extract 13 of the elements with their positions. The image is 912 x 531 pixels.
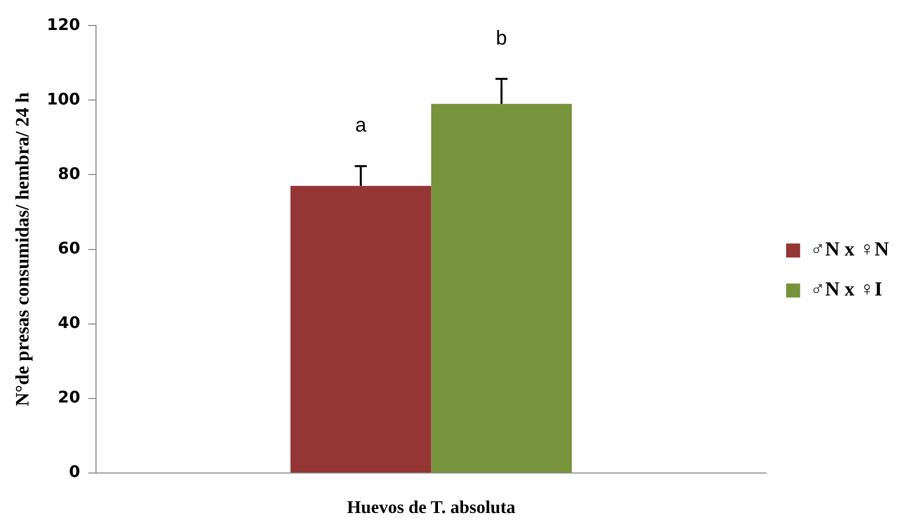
y-axis-title: N°de presas consumidas/ hembra/ 24 h <box>12 92 34 406</box>
y-tick-label: 60 <box>58 238 80 258</box>
legend-label: ♂N x ♀N <box>810 238 890 261</box>
legend-label: ♂N x ♀I <box>810 278 883 301</box>
x-axis-title: Huevos de T. absoluta <box>346 496 516 517</box>
annotation: b <box>496 27 508 50</box>
y-tick-label: 0 <box>69 462 80 482</box>
y-tick-label: 100 <box>46 89 80 108</box>
y-tick-label: 80 <box>58 164 80 183</box>
y-tick-label: 40 <box>58 313 80 332</box>
y-tick-label: 20 <box>58 388 80 407</box>
y-tick-label: 120 <box>46 14 80 34</box>
annotation: a <box>355 114 368 137</box>
